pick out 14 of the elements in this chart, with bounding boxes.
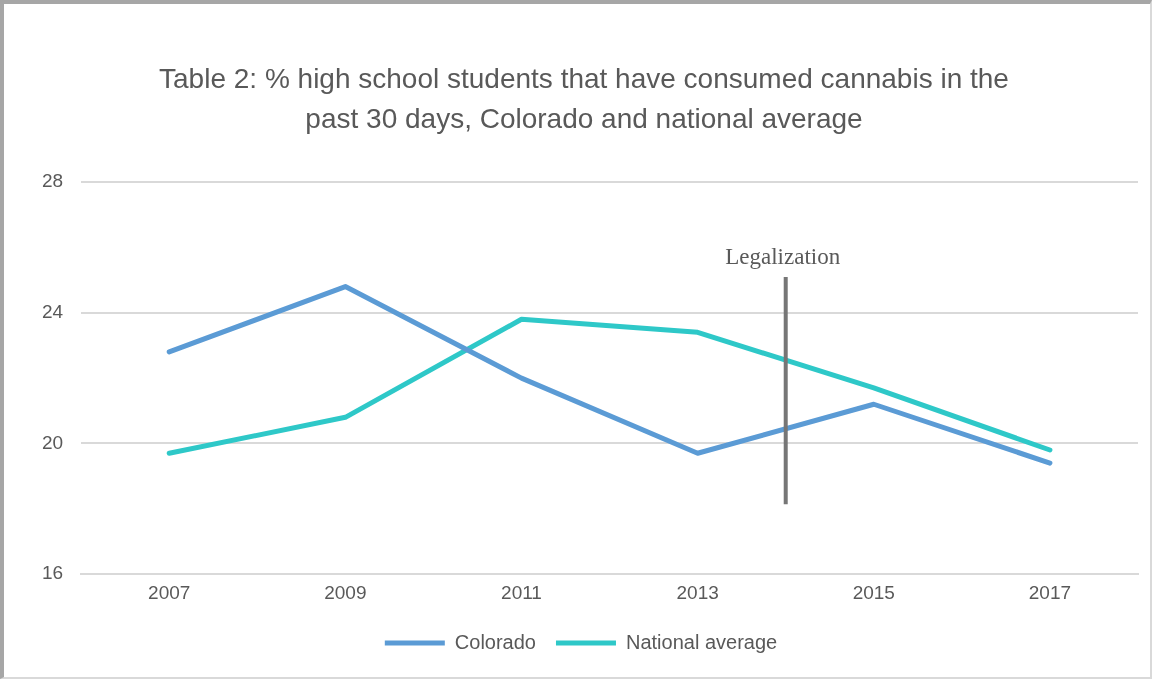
x-tick-label: 2009 xyxy=(324,581,367,603)
y-tick-label: 20 xyxy=(41,431,64,453)
chart-title: Table 2: % high school students that have consumed cannabis in the past 30 days, Colorado and national average xyxy=(158,62,1010,136)
y-tick-label: 28 xyxy=(41,170,64,192)
y-tick-label: 24 xyxy=(41,300,64,322)
legend-label: Colorado xyxy=(454,630,536,653)
x-tick-label: 2017 xyxy=(1028,581,1072,603)
x-tick-label: 2011 xyxy=(501,581,542,603)
x-tick-label: 2013 xyxy=(676,581,719,603)
x-tick-label: 2015 xyxy=(852,581,895,603)
x-tick-label: 2007 xyxy=(148,581,191,603)
y-tick-label: 16 xyxy=(41,562,64,584)
legend-label: National average xyxy=(625,630,778,653)
ref-line-label: Legalization xyxy=(725,243,841,269)
